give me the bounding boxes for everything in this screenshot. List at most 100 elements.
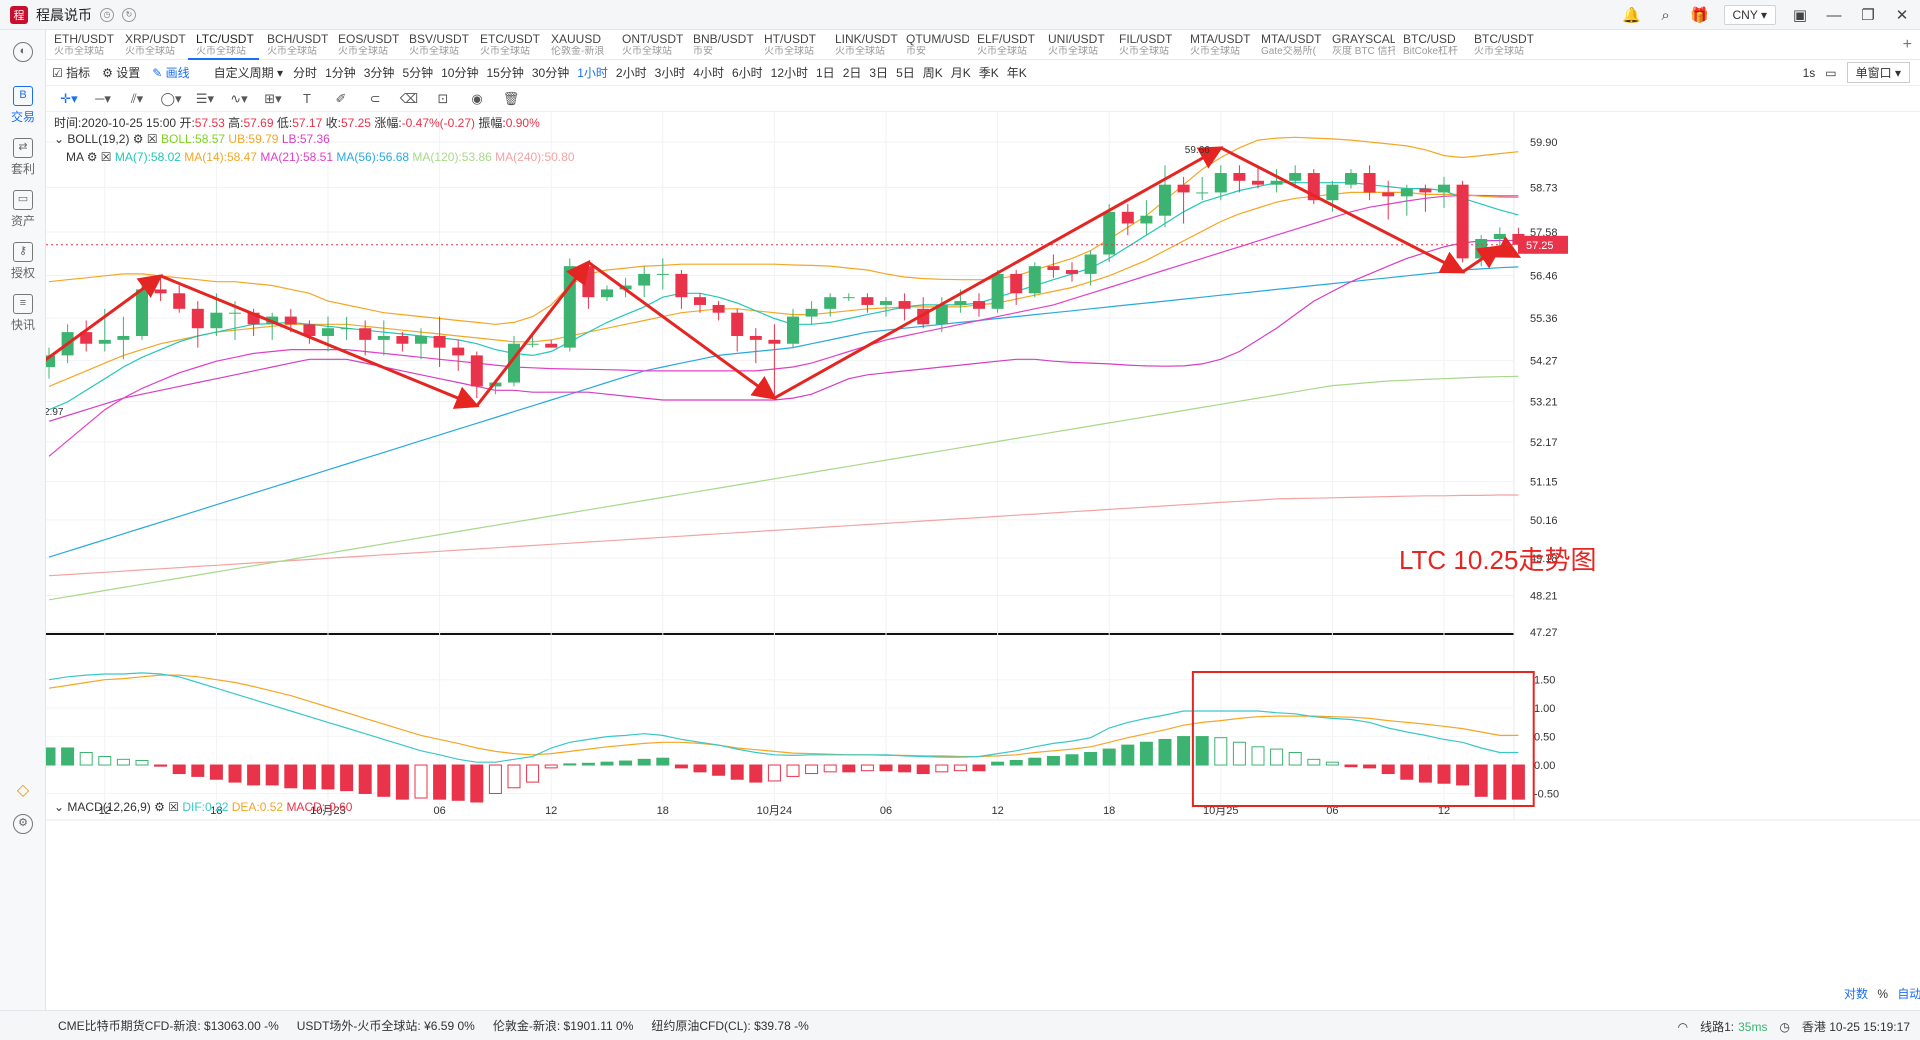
collapse-icon[interactable]: ⌄ bbox=[54, 132, 65, 146]
macd-histogram-bar[interactable] bbox=[526, 764, 540, 783]
gear-icon[interactable]: ⚙ bbox=[132, 132, 144, 146]
layout-icon[interactable]: ▣ bbox=[1792, 7, 1808, 24]
candle-body[interactable] bbox=[749, 335, 762, 340]
candle-body[interactable] bbox=[1196, 192, 1209, 194]
candle-body[interactable] bbox=[935, 304, 948, 325]
close-indicator-icon[interactable]: ☒ bbox=[146, 132, 158, 146]
candle-body[interactable] bbox=[136, 289, 148, 336]
macd-histogram-bar[interactable] bbox=[1232, 741, 1246, 766]
candle-body[interactable] bbox=[805, 308, 818, 317]
macd-histogram-bar[interactable] bbox=[842, 764, 856, 773]
trend-arrow[interactable] bbox=[1220, 146, 1466, 274]
candle-body[interactable] bbox=[824, 297, 837, 309]
minimize-icon[interactable]: — bbox=[1826, 6, 1842, 24]
macd-histogram-bar[interactable] bbox=[712, 764, 726, 776]
macd-histogram-bar[interactable] bbox=[1456, 764, 1470, 786]
symbol-tab[interactable]: BNB/USDT 币安 bbox=[685, 30, 756, 60]
candle-body[interactable] bbox=[210, 312, 223, 329]
symbol-tab[interactable]: UNI/USDT 火币全球站 bbox=[1040, 30, 1111, 60]
period-button[interactable]: 3分钟 bbox=[363, 66, 395, 80]
candle-body[interactable] bbox=[1010, 273, 1023, 294]
period-button[interactable]: 分时 bbox=[293, 66, 318, 80]
candle-body[interactable] bbox=[1438, 184, 1450, 193]
macd-histogram-bar[interactable] bbox=[1325, 761, 1339, 766]
candle-body[interactable] bbox=[433, 335, 446, 348]
candle-body[interactable] bbox=[898, 301, 911, 309]
close-indicator-icon[interactable]: ☒ bbox=[100, 150, 112, 164]
candle-body[interactable] bbox=[191, 308, 204, 329]
macd-histogram-bar[interactable] bbox=[1195, 736, 1209, 766]
trend-arrow[interactable] bbox=[46, 274, 164, 371]
candle-body[interactable] bbox=[46, 355, 55, 368]
sidebar-item-auth[interactable]: ⚷ 授权 bbox=[0, 242, 46, 281]
period-button[interactable]: 1分钟 bbox=[325, 66, 356, 80]
candle-body[interactable] bbox=[284, 316, 297, 325]
period-button[interactable]: 1日 bbox=[816, 66, 835, 80]
candle-body[interactable] bbox=[396, 335, 409, 344]
period-button[interactable]: 6小时 bbox=[731, 66, 763, 80]
period-button[interactable]: 15分钟 bbox=[486, 66, 524, 80]
sidebar-item-assets[interactable]: ▭ 资产 bbox=[0, 190, 46, 229]
gear-icon[interactable]: ⚙ bbox=[154, 800, 165, 814]
macd-histogram-bar[interactable] bbox=[1065, 754, 1079, 766]
macd-histogram-bar[interactable] bbox=[488, 764, 502, 794]
symbol-tab[interactable]: LINK/USDT 火币全球站 bbox=[827, 30, 898, 60]
candle-body[interactable] bbox=[768, 339, 781, 344]
period-button[interactable]: 1小时 bbox=[577, 66, 608, 80]
macd-histogram-bar[interactable] bbox=[265, 764, 279, 786]
candle-body[interactable] bbox=[545, 343, 558, 348]
macd-histogram-bar[interactable] bbox=[135, 759, 149, 766]
macd-histogram-bar[interactable] bbox=[823, 764, 837, 773]
macd-histogram-bar[interactable] bbox=[340, 764, 354, 792]
period-button[interactable]: 3日 bbox=[869, 66, 889, 80]
macd-histogram-bar[interactable] bbox=[637, 758, 651, 766]
macd-histogram-bar[interactable] bbox=[1251, 746, 1265, 766]
symbol-tab[interactable]: FIL/USDT 火币全球站 bbox=[1111, 30, 1182, 60]
candle-body[interactable] bbox=[98, 339, 111, 344]
macd-histogram-bar[interactable] bbox=[1474, 764, 1488, 797]
macd-histogram-bar[interactable] bbox=[1270, 748, 1284, 766]
candle-body[interactable] bbox=[1103, 211, 1116, 255]
macd-histogram-bar[interactable] bbox=[1046, 755, 1060, 766]
candle-body[interactable] bbox=[415, 335, 427, 344]
quote-item[interactable]: 伦敦金-新浪: $1901.11 0% bbox=[493, 1017, 634, 1034]
candle-body[interactable] bbox=[991, 273, 1004, 309]
candle-body[interactable] bbox=[1233, 173, 1246, 181]
candle-body[interactable] bbox=[377, 335, 390, 340]
sidebar-item-news[interactable]: ≡ 快讯 bbox=[0, 294, 46, 333]
symbol-tab[interactable]: ONT/USDT 火币全球站 bbox=[614, 30, 685, 60]
restore-icon[interactable]: ❐ bbox=[1861, 7, 1875, 24]
trend-arrow[interactable] bbox=[1461, 245, 1503, 274]
candle-body[interactable] bbox=[880, 301, 892, 305]
candle-body[interactable] bbox=[173, 293, 186, 309]
macd-histogram-bar[interactable] bbox=[191, 764, 205, 777]
window-mode-select[interactable]: 单窗口 ▾ bbox=[1846, 62, 1910, 83]
macd-histogram-bar[interactable] bbox=[860, 764, 874, 772]
macd-histogram-bar[interactable] bbox=[805, 764, 819, 775]
add-tab-icon[interactable]: + bbox=[1902, 36, 1912, 53]
macd-histogram-bar[interactable] bbox=[991, 761, 1005, 766]
macd-histogram-bar[interactable] bbox=[656, 757, 670, 766]
symbol-tab[interactable]: BTC/USD BitCoke杠杆 bbox=[1395, 30, 1466, 60]
candle-body[interactable] bbox=[582, 266, 595, 298]
macd-histogram-bar[interactable] bbox=[972, 764, 986, 772]
candle-body[interactable] bbox=[787, 316, 799, 344]
period-button[interactable]: 2小时 bbox=[615, 66, 647, 80]
macd-histogram-bar[interactable] bbox=[247, 764, 261, 786]
candle-body[interactable] bbox=[340, 328, 353, 330]
candle-body[interactable] bbox=[1084, 254, 1097, 274]
macd-histogram-bar[interactable] bbox=[1344, 764, 1358, 768]
period-button[interactable]: 4小时 bbox=[693, 66, 724, 80]
macd-histogram-bar[interactable] bbox=[377, 764, 391, 797]
symbol-tab[interactable]: BTC/USDT 火币全球站 bbox=[1466, 30, 1537, 60]
magnet-tool-icon[interactable]: ⊂ bbox=[369, 90, 381, 106]
macd-histogram-bar[interactable] bbox=[358, 764, 372, 794]
settings-button[interactable]: ⚙ 设置 bbox=[96, 64, 146, 81]
macd-histogram-bar[interactable] bbox=[1009, 759, 1023, 766]
macd-histogram-bar[interactable] bbox=[730, 764, 744, 780]
candle-body[interactable] bbox=[1456, 184, 1469, 259]
candle-body[interactable] bbox=[452, 347, 465, 356]
period-button[interactable]: 30分钟 bbox=[531, 66, 570, 80]
chart-canvas[interactable]: 59.9058.7357.5856.4655.3654.2753.2152.17… bbox=[46, 112, 1920, 1007]
macd-histogram-bar[interactable] bbox=[302, 764, 316, 790]
